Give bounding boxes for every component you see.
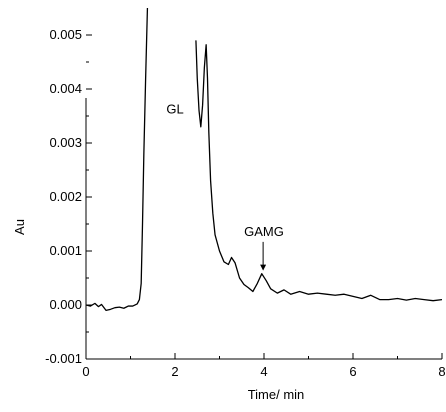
y-axis-label: Au [12,219,27,235]
y-tick-label: 0.001 [49,243,82,258]
y-tick-label: 0.002 [49,189,82,204]
series-line-2 [195,40,442,302]
series-group [86,8,442,312]
y-tick-label: 0.000 [49,297,82,312]
x-tick-label: 8 [438,364,445,379]
y-tick-label: -0.001 [45,351,82,366]
axes: -0.001 0.000 0.001 0.002 0.003 0.004 0.005 0 2 4… [45,27,445,379]
annotations: GL GAMG [166,101,284,271]
x-tick-label: 0 [82,364,89,379]
y-ticks: -0.001 0.000 0.001 0.002 0.003 0.004 0.005 [45,27,92,366]
series-line-1 [86,8,149,312]
x-tick-label: 2 [171,364,178,379]
y-tick-label: 0.003 [49,135,82,150]
annotation-gamg: GAMG [244,224,284,239]
x-tick-label: 4 [260,364,267,379]
x-axis-label: Time/ min [248,387,305,402]
x-tick-label: 6 [349,364,356,379]
y-tick-label: 0.005 [49,27,82,42]
y-tick-label: 0.004 [49,81,82,96]
annotation-gl: GL [166,101,183,116]
x-ticks: 0 2 4 6 8 [82,353,446,379]
